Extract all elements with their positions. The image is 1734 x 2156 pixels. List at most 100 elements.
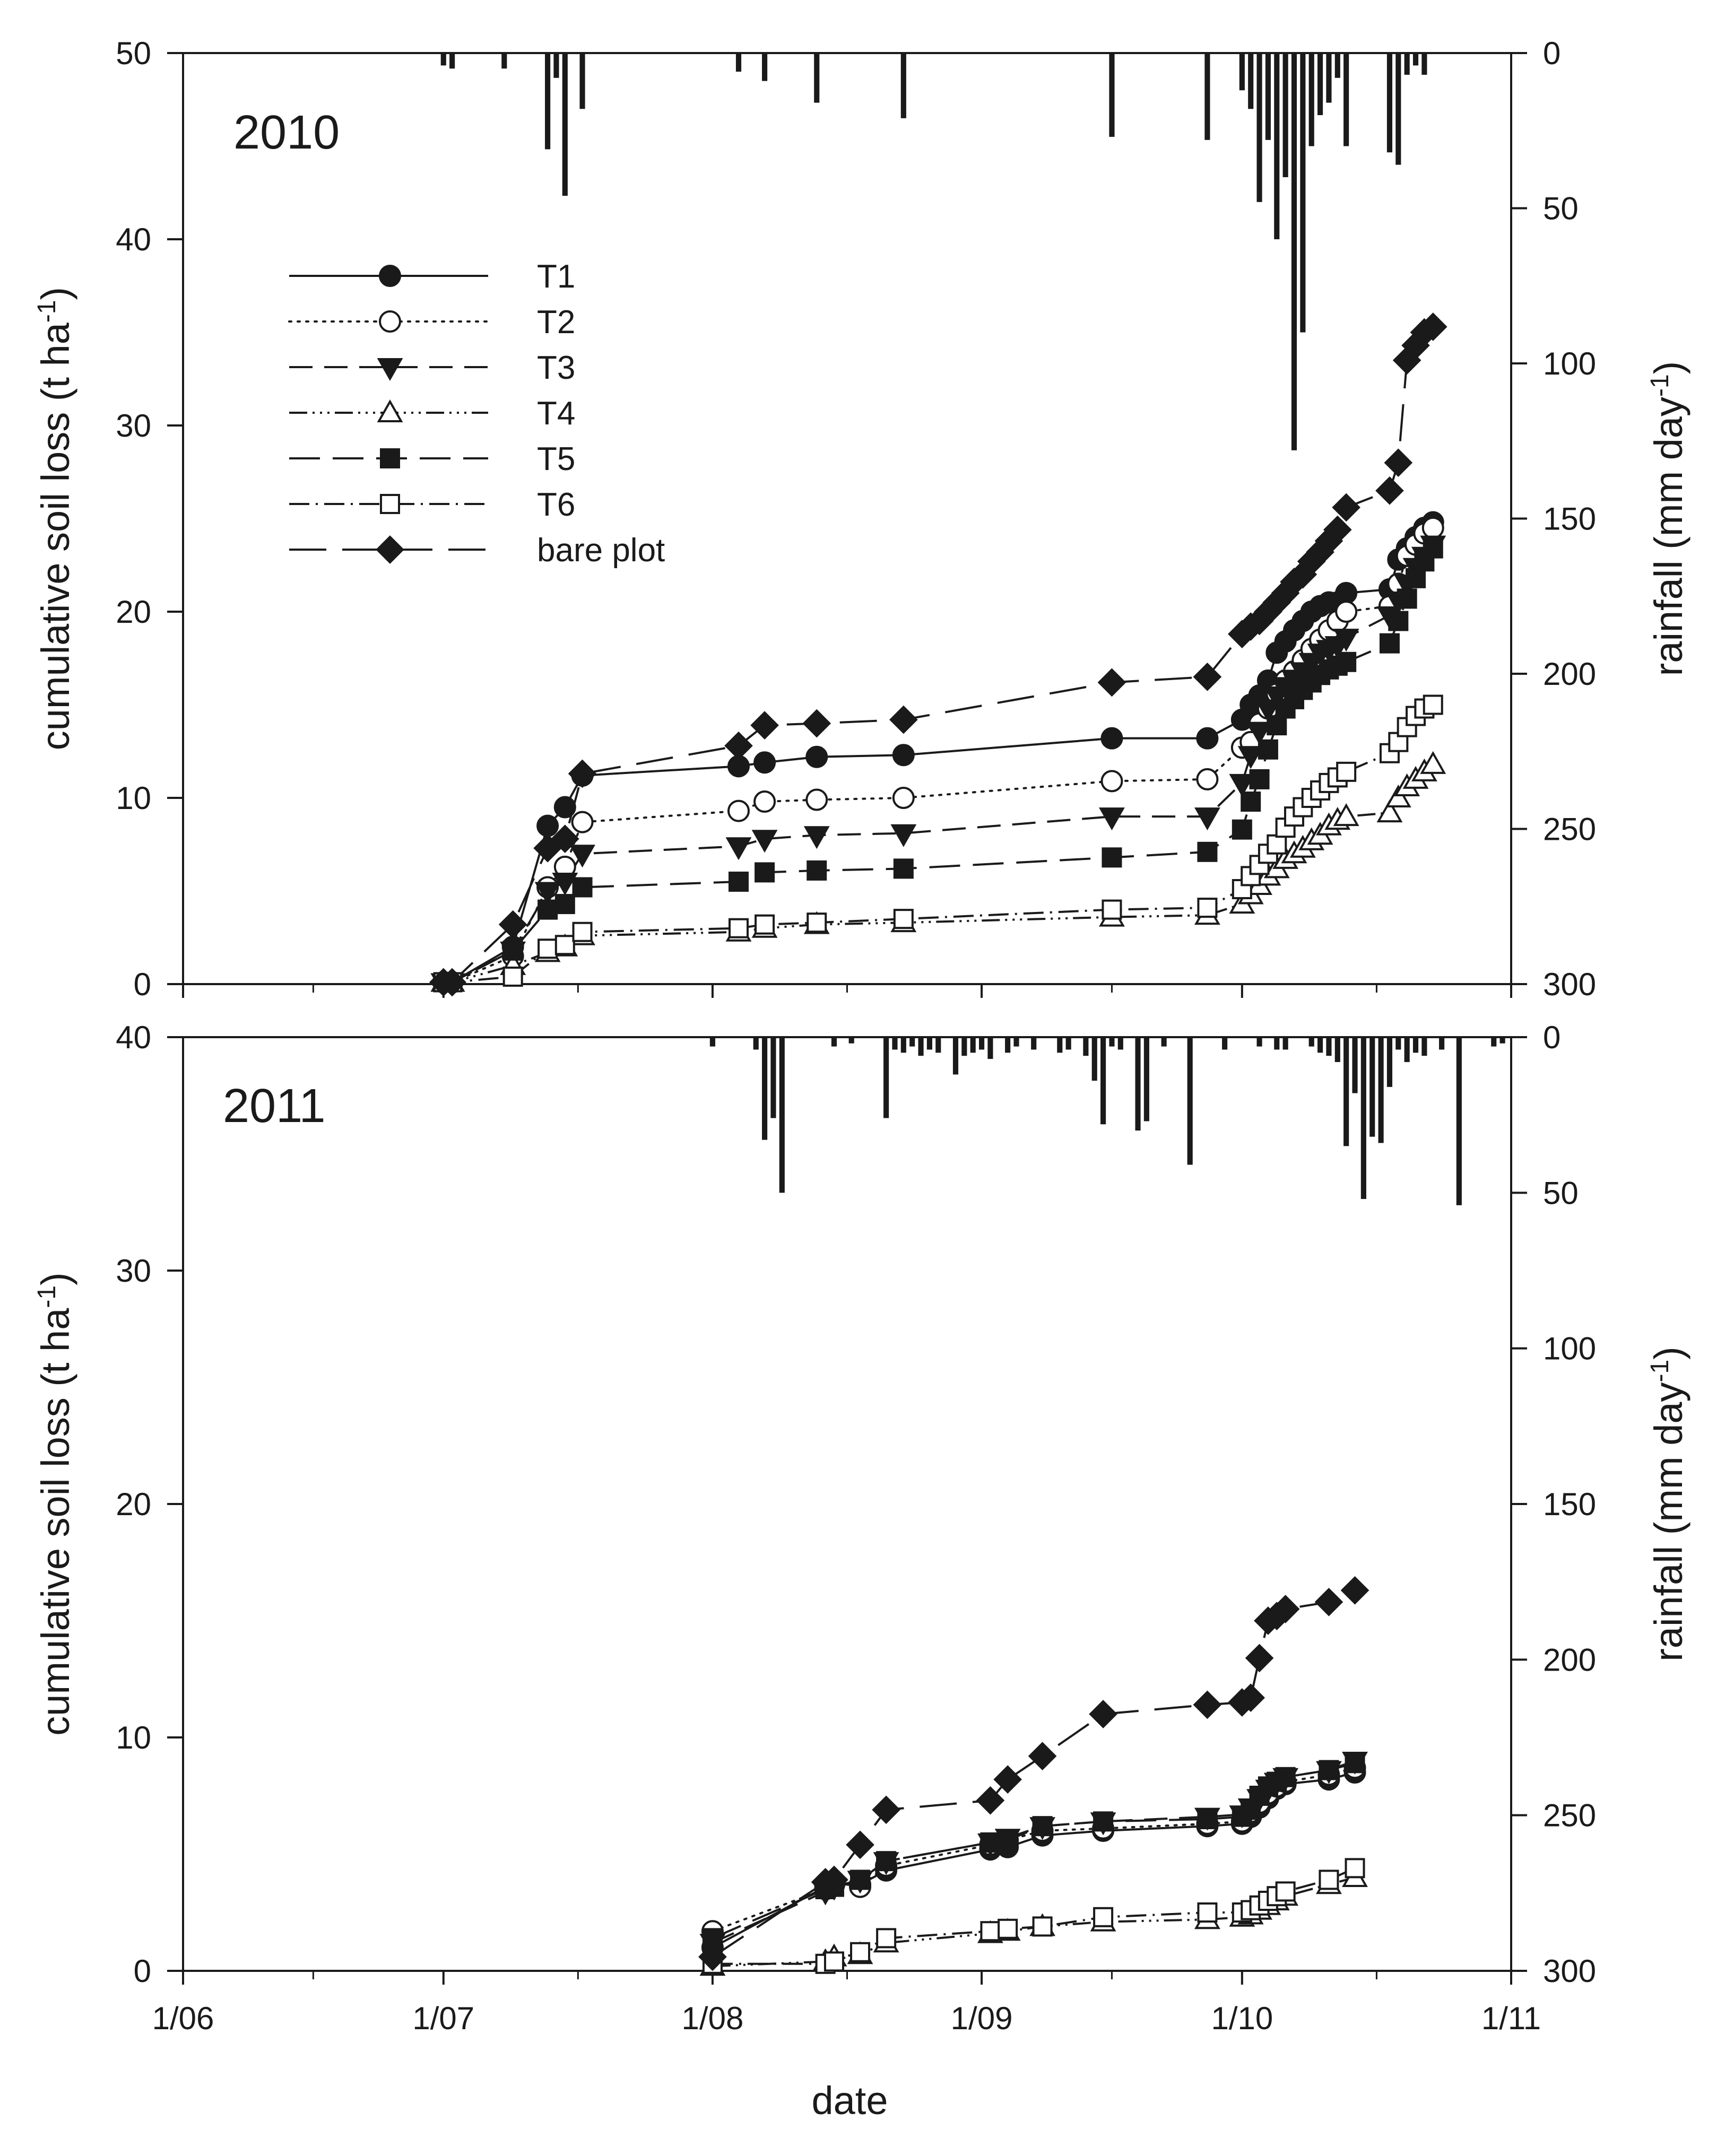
data-point-t1 — [1100, 727, 1123, 750]
rainfall-bar — [1109, 1037, 1115, 1047]
data-point-t3 — [1194, 807, 1220, 831]
data-point-bare-plot — [872, 1795, 900, 1824]
y2-axis-title: rainfall (mm day-1) — [1646, 1346, 1691, 1662]
data-point-t3 — [1229, 773, 1255, 797]
data-point-t5 — [850, 1870, 871, 1890]
data-point-t4 — [1385, 784, 1411, 807]
rainfall-bar — [1326, 1037, 1332, 1056]
rainfall-bar — [900, 1037, 906, 1053]
y-tick-label: 50 — [116, 36, 151, 71]
data-point-bare-plot — [889, 705, 918, 734]
x-axis-title: date — [811, 2079, 888, 2123]
data-point-t5 — [807, 860, 827, 881]
rainfall-bar — [440, 53, 446, 66]
data-point-t3 — [1246, 721, 1273, 745]
data-point-t6 — [1336, 761, 1357, 782]
y2-tick-label: 200 — [1543, 656, 1596, 692]
rainfall-bar — [1282, 53, 1288, 177]
legend-label: T2 — [537, 304, 575, 341]
data-point-t3 — [569, 845, 595, 868]
data-point-bare-plot — [993, 1765, 1022, 1794]
data-point-t6 — [998, 1918, 1018, 1939]
legend: T1 T2 T3 T4 T5 T6 bare plot — [288, 258, 665, 569]
y-tick-label: 0 — [134, 1953, 151, 1989]
data-point-bare-plot — [1193, 663, 1222, 691]
y2-tick-label: 250 — [1543, 812, 1596, 847]
y2-axis-title: rainfall (mm day-1) — [1646, 361, 1691, 676]
rainfall-bar — [1343, 1037, 1349, 1146]
data-point-t2 — [1100, 770, 1123, 793]
data-point-t6 — [1267, 834, 1287, 855]
rainfall-bar — [553, 53, 559, 78]
rainfall-bar — [753, 1037, 759, 1050]
data-point-t5 — [1267, 715, 1287, 736]
data-point-t5 — [1319, 1760, 1339, 1780]
data-point-t5 — [998, 1830, 1018, 1850]
data-point-t6 — [729, 918, 749, 938]
rainfall-bar — [1300, 53, 1306, 333]
legend-marker-bare-plot — [376, 535, 404, 564]
legend-marker-t2 — [379, 310, 401, 333]
data-point-t5 — [1197, 1809, 1218, 1829]
rainfall-bar — [1222, 1037, 1228, 1050]
data-point-t5 — [1379, 633, 1400, 654]
rainfall-bar — [1421, 53, 1427, 75]
data-point-bare-plot — [550, 824, 579, 854]
y2-tick-label: 250 — [1543, 1798, 1596, 1833]
rainfall-bar — [1065, 1037, 1071, 1050]
data-point-t5 — [729, 871, 749, 892]
y-tick-label: 10 — [116, 780, 151, 816]
legend-label: T6 — [537, 486, 575, 523]
data-point-t5 — [1249, 769, 1270, 789]
data-point-t6 — [893, 909, 914, 929]
rainfall-bar — [900, 53, 906, 118]
x-tick-label: 1/09 — [951, 2001, 1013, 2036]
rainfall-bar — [1265, 53, 1271, 140]
rainfall-bar — [1352, 1037, 1358, 1093]
data-point-t1 — [805, 745, 828, 768]
panel-title: 2011 — [223, 1080, 326, 1133]
rainfall-bar — [501, 53, 507, 69]
rainfall-bar — [1317, 53, 1323, 115]
y2-tick-label: 0 — [1543, 1020, 1560, 1055]
rainfall-bar — [1456, 1037, 1462, 1205]
data-point-t2 — [805, 788, 828, 811]
data-point-t1 — [1196, 727, 1219, 750]
rainfall-bar — [831, 1037, 837, 1047]
rainfall-bar — [952, 1037, 959, 1075]
rainfall-bar — [1135, 1037, 1141, 1131]
data-point-t2 — [753, 790, 776, 813]
rainfall-bar — [1343, 53, 1349, 146]
rainfall-bar — [562, 53, 568, 196]
data-point-t2 — [892, 787, 915, 809]
data-point-t3 — [552, 872, 578, 896]
data-point-t5 — [980, 1832, 1001, 1853]
legend-marker-t3 — [377, 358, 403, 381]
y2-tick-label: 100 — [1543, 346, 1596, 381]
data-point-bare-plot — [750, 711, 779, 740]
panel-2011: 0 10 20 30 40 0 50 100 150 200 250 300 1/06 1/07 1/08 1… — [33, 1020, 1691, 2123]
data-point-t6 — [1102, 899, 1122, 920]
rainfall-bar — [1256, 53, 1262, 202]
data-point-t2 — [1335, 601, 1358, 623]
data-point-bare-plot — [1089, 1700, 1117, 1728]
data-point-t3 — [1237, 746, 1264, 769]
data-point-t5 — [876, 1851, 897, 1872]
data-point-t2 — [727, 799, 750, 822]
data-point-t6 — [876, 1928, 897, 1949]
data-point-t5 — [1197, 841, 1218, 862]
data-point-t5 — [1258, 739, 1278, 760]
y-tick-label: 30 — [116, 1253, 151, 1289]
data-point-t6 — [1197, 898, 1218, 918]
legend-marker-t6 — [380, 494, 400, 514]
y-tick-label: 40 — [116, 222, 151, 257]
data-point-t5 — [1032, 1816, 1053, 1837]
legend-label: T1 — [537, 258, 575, 295]
y-tick-label: 0 — [134, 967, 151, 1002]
data-point-t5 — [537, 899, 558, 920]
data-point-bare-plot — [1384, 448, 1413, 477]
data-point-t6 — [1197, 1902, 1218, 1923]
data-point-t5 — [1397, 588, 1417, 609]
rainfall-bar — [1187, 1037, 1193, 1165]
rainfall-bar — [1378, 1037, 1384, 1143]
